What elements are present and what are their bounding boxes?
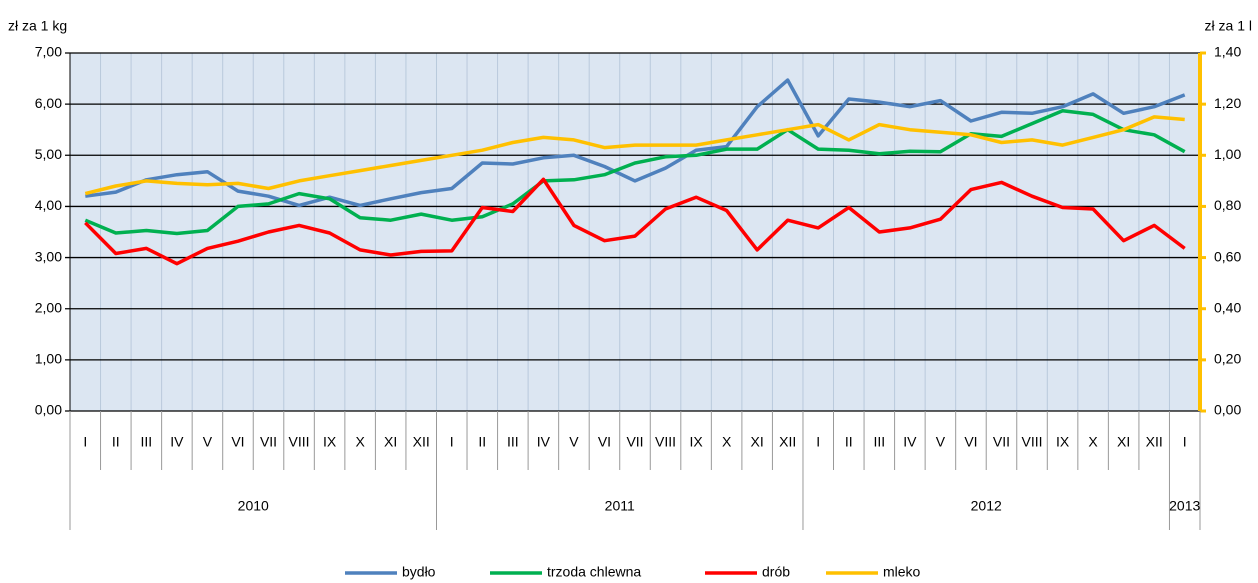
y-tick-label: 7,00 (35, 44, 62, 60)
x-tick-label: VI (231, 434, 244, 450)
y-tick-label: 1,00 (35, 351, 62, 367)
legend-label: mleko (883, 564, 921, 580)
x-tick-label: X (722, 434, 732, 450)
y2-axis-label: zł za 1 l (1205, 18, 1252, 34)
x-tick-label: IX (323, 434, 337, 450)
y-tick-label: 5,00 (35, 146, 62, 162)
x-tick-label: VII (626, 434, 643, 450)
y2-tick-label: 1,20 (1214, 95, 1241, 111)
legend-label: drób (762, 564, 790, 580)
x-tick-label: VI (964, 434, 977, 450)
y2-tick-label: 1,00 (1214, 146, 1241, 162)
y2-tick-label: 1,40 (1214, 44, 1241, 60)
legend-label: bydło (402, 564, 436, 580)
x-tick-label: III (141, 434, 153, 450)
y2-tick-label: 0,00 (1214, 402, 1241, 418)
x-tick-label: I (83, 434, 87, 450)
x-tick-label: I (1183, 434, 1187, 450)
x-tick-label: VIII (289, 434, 310, 450)
y-axis-label: zł za 1 kg (8, 18, 67, 34)
x-tick-label: XII (1146, 434, 1163, 450)
x-tick-label: VII (993, 434, 1010, 450)
x-tick-label: XI (1117, 434, 1130, 450)
x-tick-label: V (936, 434, 946, 450)
series-line (84, 177, 1186, 266)
x-tick-label: X (355, 434, 365, 450)
y2-tick-label: 0,80 (1214, 197, 1241, 213)
x-tick-label: I (816, 434, 820, 450)
y-tick-label: 6,00 (35, 95, 62, 111)
x-tick-label: XI (751, 434, 764, 450)
y-tick-label: 3,00 (35, 248, 62, 264)
x-tick-label: II (845, 434, 853, 450)
y2-tick-label: 0,20 (1214, 351, 1241, 367)
x-tick-label: IX (689, 434, 703, 450)
x-tick-label: VII (260, 434, 277, 450)
series-line (84, 109, 1186, 236)
x-group-label: 2010 (238, 498, 269, 514)
x-tick-label: VI (598, 434, 611, 450)
x-tick-label: IX (1056, 434, 1070, 450)
y-tick-label: 0,00 (35, 402, 62, 418)
x-group-label: 2012 (971, 498, 1002, 514)
x-tick-label: II (478, 434, 486, 450)
x-tick-label: II (112, 434, 120, 450)
plot-area (70, 53, 1200, 411)
legend-label: trzoda chlewna (547, 564, 641, 580)
y-tick-label: 4,00 (35, 197, 62, 213)
x-group-label: 2013 (1169, 498, 1200, 514)
y-tick-label: 2,00 (35, 299, 62, 315)
x-tick-label: IV (537, 434, 551, 450)
x-group-label: 2011 (605, 498, 635, 514)
x-tick-label: V (203, 434, 213, 450)
x-tick-label: XII (779, 434, 796, 450)
series-line (85, 78, 1186, 208)
y2-tick-label: 0,60 (1214, 248, 1241, 264)
x-tick-label: VIII (655, 434, 676, 450)
x-tick-label: VIII (1022, 434, 1043, 450)
x-tick-label: V (569, 434, 579, 450)
x-tick-label: IV (170, 434, 184, 450)
x-tick-label: X (1088, 434, 1098, 450)
x-tick-label: XII (413, 434, 430, 450)
y2-tick-label: 0,40 (1214, 299, 1241, 315)
x-tick-label: I (450, 434, 454, 450)
x-tick-label: III (507, 434, 519, 450)
x-tick-label: XI (384, 434, 397, 450)
x-tick-label: IV (903, 434, 917, 450)
x-tick-label: III (873, 434, 885, 450)
series-line (84, 115, 1185, 196)
